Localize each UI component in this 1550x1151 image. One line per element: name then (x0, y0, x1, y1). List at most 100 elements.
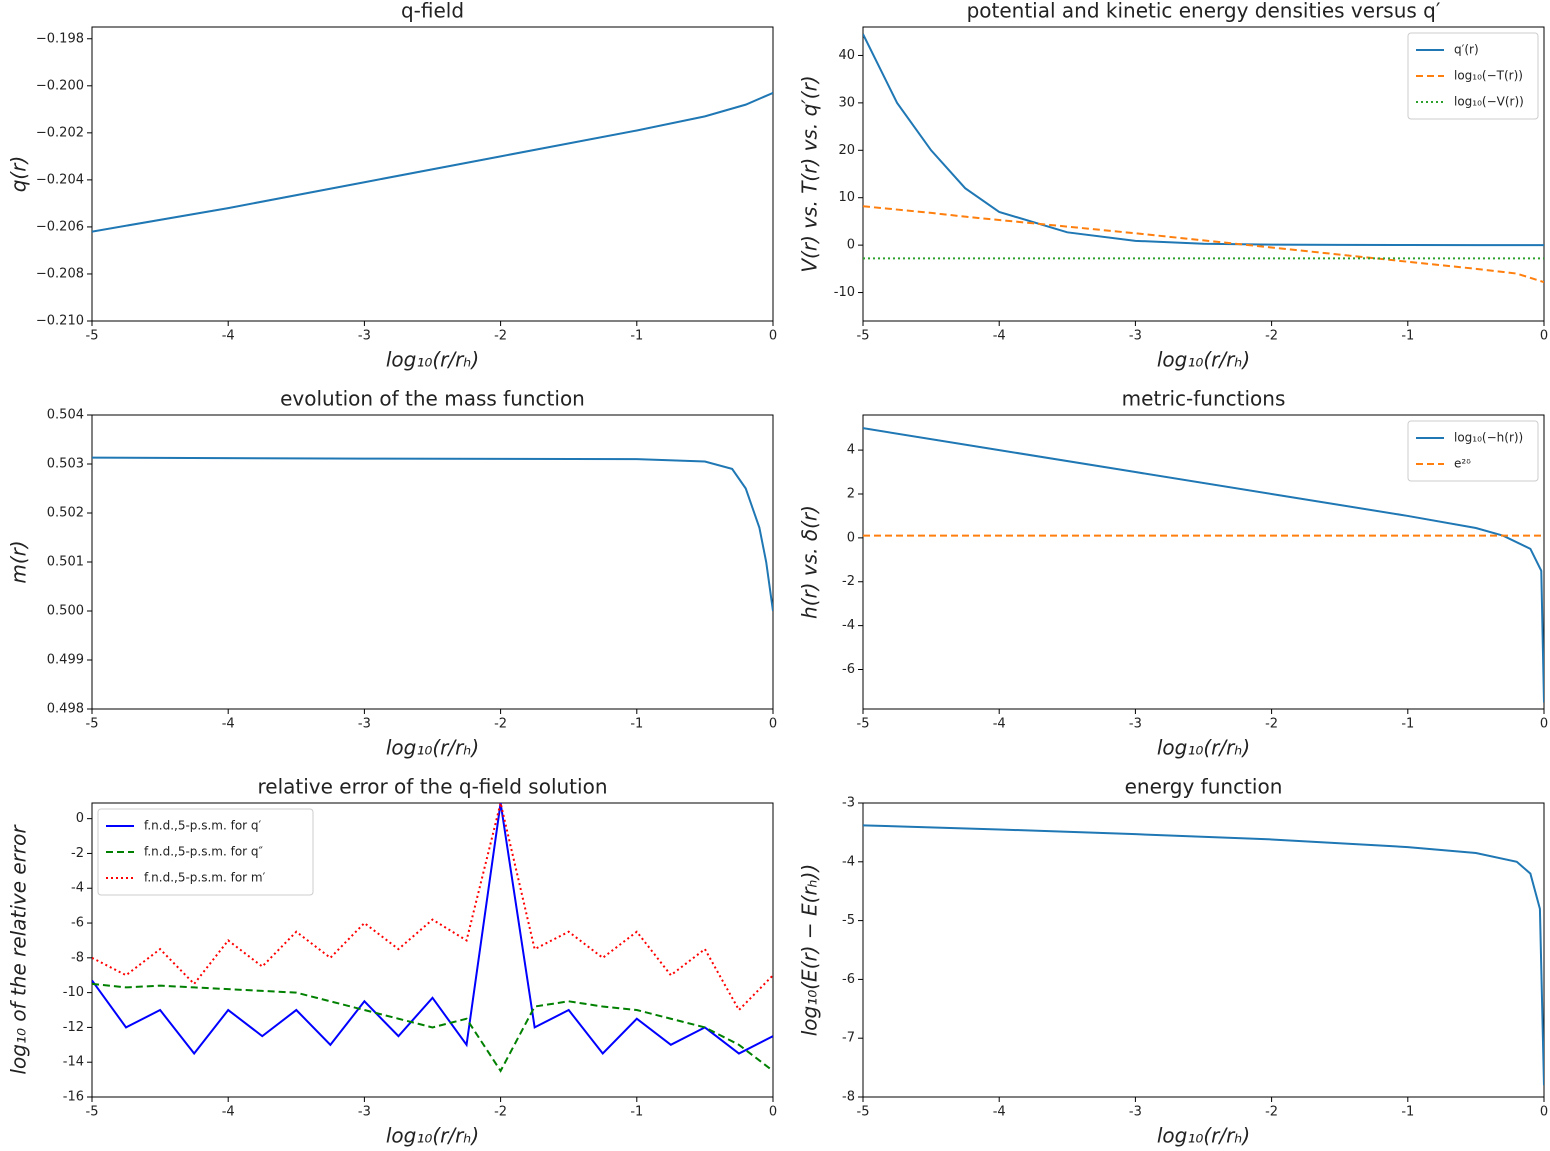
y-tick-label: −0.208 (36, 266, 84, 281)
subplot: -5 -4 -3 -2 -1 0 0.498 0.499 0.500 0.501 0.502 0.50… (7, 387, 778, 760)
x-tick-label: -4 (222, 329, 235, 344)
x-tick-label: -5 (86, 329, 99, 344)
y-axis-label: log₁₀(E(r) − E(rₕ)) (798, 864, 822, 1037)
y-tick-label: -10 (834, 285, 855, 300)
series-line (92, 803, 773, 1056)
x-tick-label: -2 (494, 329, 507, 344)
x-tick-label: 0 (1540, 329, 1548, 344)
x-tick-label: -2 (494, 717, 507, 732)
y-axis-label: m(r) (7, 540, 31, 583)
legend-label: e²ᵟ (1454, 457, 1471, 471)
legend-label: log₁₀(−h(r)) (1454, 431, 1523, 445)
y-tick-label: 2 (847, 486, 855, 501)
y-tick-label: -12 (63, 1020, 84, 1035)
x-tick-label: -5 (857, 329, 870, 344)
y-tick-label: −0.200 (36, 78, 84, 93)
x-tick-label: -3 (358, 329, 371, 344)
y-tick-label: 0.499 (47, 653, 84, 668)
y-tick-label: -2 (71, 846, 84, 861)
legend-box (1407, 32, 1539, 120)
y-tick-label: -4 (71, 881, 84, 896)
y-tick-label: 0.500 (47, 604, 84, 619)
subplot: -5 -4 -3 -2 -1 0 -8 -7 -6 -5 -4 -3 energy function lo… (798, 775, 1549, 1148)
x-tick-label: -2 (1265, 717, 1278, 732)
x-tick-label: -3 (358, 1105, 371, 1120)
y-tick-label: 10 (838, 190, 855, 205)
x-tick-label: -4 (222, 717, 235, 732)
plot-area (91, 414, 774, 710)
y-tick-label: 40 (838, 48, 855, 63)
x-tick-label: -1 (1401, 717, 1414, 732)
series-line (92, 803, 773, 1012)
x-tick-label: -1 (1401, 1105, 1414, 1120)
chart-title: potential and kinetic energy densities v… (967, 0, 1441, 23)
x-tick-label: -3 (1129, 717, 1142, 732)
y-axis-label: h(r) vs. δ(r) (798, 505, 822, 619)
x-tick-label: -5 (857, 1105, 870, 1120)
x-tick-label: -3 (1129, 329, 1142, 344)
subplot: -5 -4 -3 -2 -1 0 -6 -4 -2 0 2 4 metric-functions log₁… (798, 387, 1549, 760)
legend: f.n.d.,5-p.s.m. for q′ f.n.d.,5-p.s.m. fo… (97, 808, 314, 896)
legend-label: q′(r) (1454, 43, 1479, 57)
y-tick-label: 0.498 (47, 702, 84, 717)
y-tick-label: -2 (842, 574, 855, 589)
legend-label: log₁₀(−T(r)) (1454, 69, 1523, 83)
x-tick-label: 0 (1540, 717, 1548, 732)
legend-label: f.n.d.,5-p.s.m. for m′ (144, 871, 266, 885)
y-tick-label: -10 (63, 985, 84, 1000)
chart-title: evolution of the mass function (280, 387, 585, 411)
y-tick-label: 4 (847, 443, 855, 458)
y-tick-label: 0 (847, 238, 855, 253)
x-tick-label: -1 (630, 329, 643, 344)
subplot: -5 -4 -3 -2 -1 0-16-14-12-10-8-6-4-20relative… (7, 775, 778, 1148)
y-tick-label: -4 (842, 854, 855, 869)
y-tick-label: 0.504 (47, 408, 84, 423)
subplot: -5 -4 -3 -2 -1 0 −0.198 −0.200 −0.202 −0.204 −0.20… (7, 0, 778, 372)
x-tick-label: -4 (993, 717, 1006, 732)
y-tick-label: -5 (842, 913, 855, 928)
y-tick-label: -6 (842, 972, 855, 987)
legend: q′(r) log₁₀(−T(r)) log₁₀(−V(r)) (1407, 32, 1539, 120)
y-tick-label: −0.210 (36, 314, 84, 329)
y-tick-label: −0.204 (36, 172, 84, 187)
x-tick-label: -1 (630, 717, 643, 732)
plot-area (862, 802, 1545, 1098)
x-tick-label: -1 (1401, 329, 1414, 344)
y-axis-label: log₁₀ of the relative error (7, 824, 31, 1075)
y-tick-label: -4 (842, 618, 855, 633)
series-line (92, 91, 773, 233)
x-axis-label: log₁₀(r/rₕ) (1157, 736, 1250, 760)
x-axis-label: log₁₀(r/rₕ) (386, 736, 479, 760)
x-axis-label: log₁₀(r/rₕ) (386, 1124, 479, 1148)
y-tick-label: -8 (71, 950, 84, 965)
x-tick-label: 0 (1540, 1105, 1548, 1120)
x-axis-label: log₁₀(r/rₕ) (386, 348, 479, 372)
legend-box (97, 808, 314, 896)
x-tick-label: -5 (86, 1105, 99, 1120)
x-tick-label: -3 (1129, 1105, 1142, 1120)
series-line (92, 456, 773, 612)
y-tick-label: -6 (71, 916, 84, 931)
x-tick-label: -2 (494, 1105, 507, 1120)
y-tick-label: −0.202 (36, 125, 84, 140)
y-tick-label: −0.198 (36, 31, 84, 46)
y-tick-label: 0.502 (47, 506, 84, 521)
x-tick-label: -2 (1265, 1105, 1278, 1120)
x-tick-label: -4 (222, 1105, 235, 1120)
x-tick-label: -3 (358, 717, 371, 732)
chart-title: metric-functions (1122, 387, 1286, 411)
y-axis-label: V(r) vs. T(r) vs. q′(r) (798, 75, 822, 272)
x-tick-label: -4 (993, 1105, 1006, 1120)
y-tick-label: -16 (63, 1090, 84, 1105)
y-tick-label: −0.206 (36, 219, 84, 234)
legend-label: f.n.d.,5-p.s.m. for q″ (144, 845, 264, 859)
y-tick-label: -3 (842, 796, 855, 811)
series-line (863, 824, 1544, 1086)
series-line (863, 427, 1544, 703)
y-tick-label: 30 (838, 95, 855, 110)
y-tick-label: 20 (838, 143, 855, 158)
y-tick-label: -7 (842, 1031, 855, 1046)
x-tick-label: -2 (1265, 329, 1278, 344)
legend-label: log₁₀(−V(r)) (1454, 95, 1524, 109)
